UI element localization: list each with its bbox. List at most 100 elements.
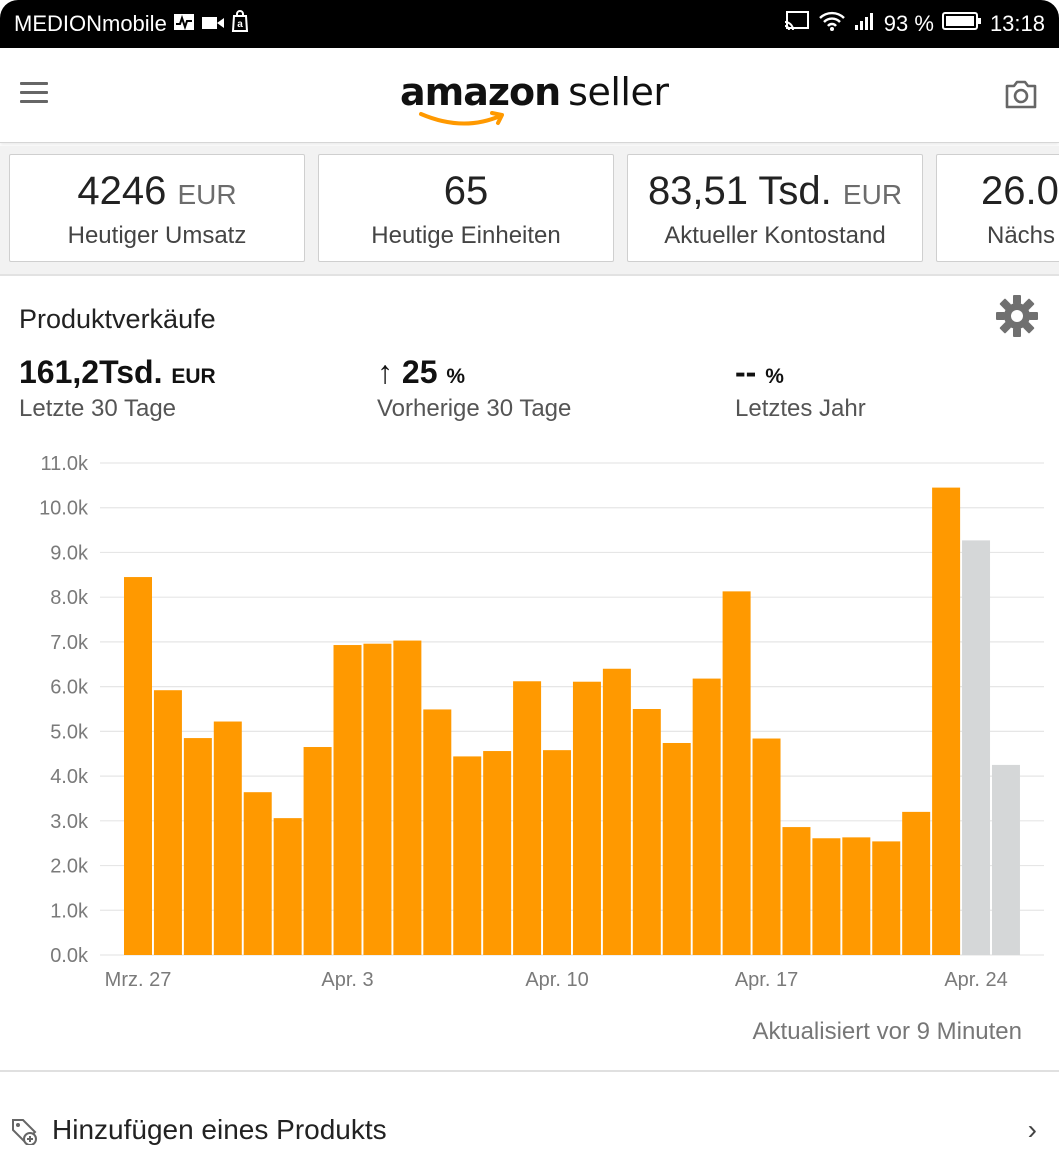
battery-icon: [941, 11, 982, 37]
sales-bar[interactable]: [902, 811, 931, 955]
sales-bar[interactable]: [602, 668, 631, 955]
updated-timestamp: Aktualisiert vor 9 Minuten: [752, 1018, 1022, 1045]
x-tick-label: Apr. 10: [525, 969, 588, 991]
kpi-label: Nächs: [987, 222, 1056, 249]
sales-bar[interactable]: [632, 709, 661, 955]
sales-bar[interactable]: [692, 678, 721, 955]
sales-bar[interactable]: [153, 690, 182, 955]
hamburger-menu-icon[interactable]: [20, 82, 48, 106]
sales-bar[interactable]: [543, 750, 572, 955]
kpi-value: 4246: [77, 169, 167, 213]
sales-bar[interactable]: [572, 681, 601, 955]
metric-value: --: [735, 354, 757, 390]
camera-icon[interactable]: [1003, 78, 1039, 110]
y-tick-label: 11.0k: [41, 453, 89, 475]
sales-bar[interactable]: [842, 837, 871, 955]
x-tick-label: Apr. 3: [321, 969, 373, 991]
sales-bar[interactable]: [932, 487, 961, 955]
sales-bar[interactable]: [124, 577, 152, 955]
kpi-label: Heutiger Umsatz: [67, 222, 247, 249]
sales-bar[interactable]: [243, 792, 272, 955]
metric-label: Letzte 30 Tage: [19, 395, 177, 422]
kpi-value: 83,51 Tsd.: [647, 169, 832, 213]
kpi-unit: EUR: [842, 179, 903, 210]
logo-word-amazon: amazon: [400, 70, 561, 114]
sales-bar[interactable]: [453, 756, 482, 955]
gear-icon[interactable]: [995, 294, 1039, 338]
x-tick-label: Apr. 24: [944, 969, 1007, 991]
metric-previous-30-days: ↑ 25 % Vorherige 30 Tage: [377, 354, 571, 423]
kpi-unit: EUR: [177, 179, 237, 210]
y-tick-label: 10.0k: [39, 498, 89, 520]
product-sales-panel: Produktverkäufe 161,2Tsd. EUR Letzte 30 …: [0, 276, 1059, 1072]
panel-title: Produktverkäufe: [19, 304, 216, 334]
kpi-value: 26.0: [981, 169, 1059, 213]
sales-bar[interactable]: [423, 709, 452, 955]
x-tick-label: Apr. 17: [735, 969, 798, 991]
kpi-card-units[interactable]: 65 Heutige Einheiten: [318, 154, 614, 262]
clock-time: 13:18: [989, 11, 1045, 36]
kpi-card-balance[interactable]: 83,51 Tsd. EUR Aktueller Kontostand: [627, 154, 923, 262]
metric-unit: %: [446, 365, 466, 388]
y-tick-label: 5.0k: [50, 721, 89, 743]
battery-percent: 93 %: [883, 11, 934, 36]
add-product-label: Hinzufügen eines Produkts: [52, 1114, 387, 1145]
sales-bar[interactable]: [722, 591, 751, 955]
y-tick-label: 2.0k: [50, 856, 89, 878]
sales-bar[interactable]: [812, 838, 841, 955]
carrier-label: MEDIONmobile: [14, 11, 167, 36]
logo-word-seller: seller: [568, 70, 669, 114]
sales-bar[interactable]: [662, 742, 691, 955]
add-product-item[interactable]: Hinzufügen eines Produkts ›: [0, 1082, 1059, 1146]
kpi-label: Aktueller Kontostand: [664, 222, 886, 249]
metric-value: 25: [401, 354, 438, 390]
activity-icon: [173, 11, 195, 37]
metric-unit: EUR: [171, 365, 216, 388]
wifi-icon: [818, 10, 846, 38]
cast-icon: [784, 10, 810, 38]
kpi-card-next[interactable]: 26.0 Nächs: [936, 154, 1059, 262]
sales-bar[interactable]: [213, 721, 242, 955]
y-tick-label: 3.0k: [50, 811, 89, 833]
metric-unit: %: [765, 365, 784, 388]
amazon-smile-icon: [419, 111, 504, 126]
amazon-seller-logo: amazon seller: [400, 70, 669, 130]
kpi-card-strip[interactable]: 4246 EUR Heutiger Umsatz 65 Heutige Einh…: [0, 146, 1059, 276]
sales-bar[interactable]: [183, 738, 212, 955]
arrow-up-icon: ↑: [377, 354, 393, 390]
amazon-app-icon: a: [231, 10, 249, 38]
metric-last-year: -- % Letztes Jahr: [735, 354, 866, 423]
metric-label: Vorherige 30 Tage: [377, 395, 572, 422]
sales-bar[interactable]: [872, 841, 901, 955]
sales-bar[interactable]: [782, 827, 811, 955]
projected-sales-bar[interactable]: [991, 764, 1020, 955]
y-tick-label: 1.0k: [50, 900, 89, 922]
kpi-value: 65: [443, 169, 489, 213]
kpi-card-revenue[interactable]: 4246 EUR Heutiger Umsatz: [9, 154, 305, 262]
y-tick-label: 7.0k: [50, 632, 89, 654]
tag-plus-icon: [10, 1117, 40, 1150]
sales-bar[interactable]: [333, 645, 362, 955]
sales-bar[interactable]: [513, 681, 542, 955]
y-tick-label: 4.0k: [50, 766, 89, 788]
sales-bar[interactable]: [752, 738, 781, 955]
y-tick-label: 0.0k: [50, 945, 89, 967]
metric-value: 161,2Tsd.: [19, 354, 163, 390]
x-tick-label: Mrz. 27: [105, 969, 172, 991]
sales-bar[interactable]: [363, 643, 392, 955]
status-bar: MEDIONmobile a 93 % 13:18: [0, 0, 1059, 48]
y-tick-label: 6.0k: [50, 677, 89, 699]
svg-text:a: a: [237, 19, 243, 30]
metric-last-30-days: 161,2Tsd. EUR Letzte 30 Tage: [19, 354, 216, 423]
sales-bar[interactable]: [393, 640, 422, 955]
y-tick-label: 9.0k: [50, 542, 89, 564]
y-tick-label: 8.0k: [50, 587, 89, 609]
signal-icon: [854, 11, 876, 37]
sales-bar[interactable]: [303, 747, 332, 955]
sales-bar[interactable]: [273, 818, 302, 955]
chevron-right-icon: ›: [1027, 1114, 1037, 1145]
app-bar: amazon seller: [0, 48, 1059, 143]
projected-sales-bar[interactable]: [962, 540, 991, 955]
sales-bar-chart[interactable]: 0.0k 1.0k 2.0k 3.0k 4.0k 5.0k 6.0k 7.0k 8.0k 9.0k…: [0, 446, 1059, 1006]
sales-bar[interactable]: [483, 751, 512, 955]
